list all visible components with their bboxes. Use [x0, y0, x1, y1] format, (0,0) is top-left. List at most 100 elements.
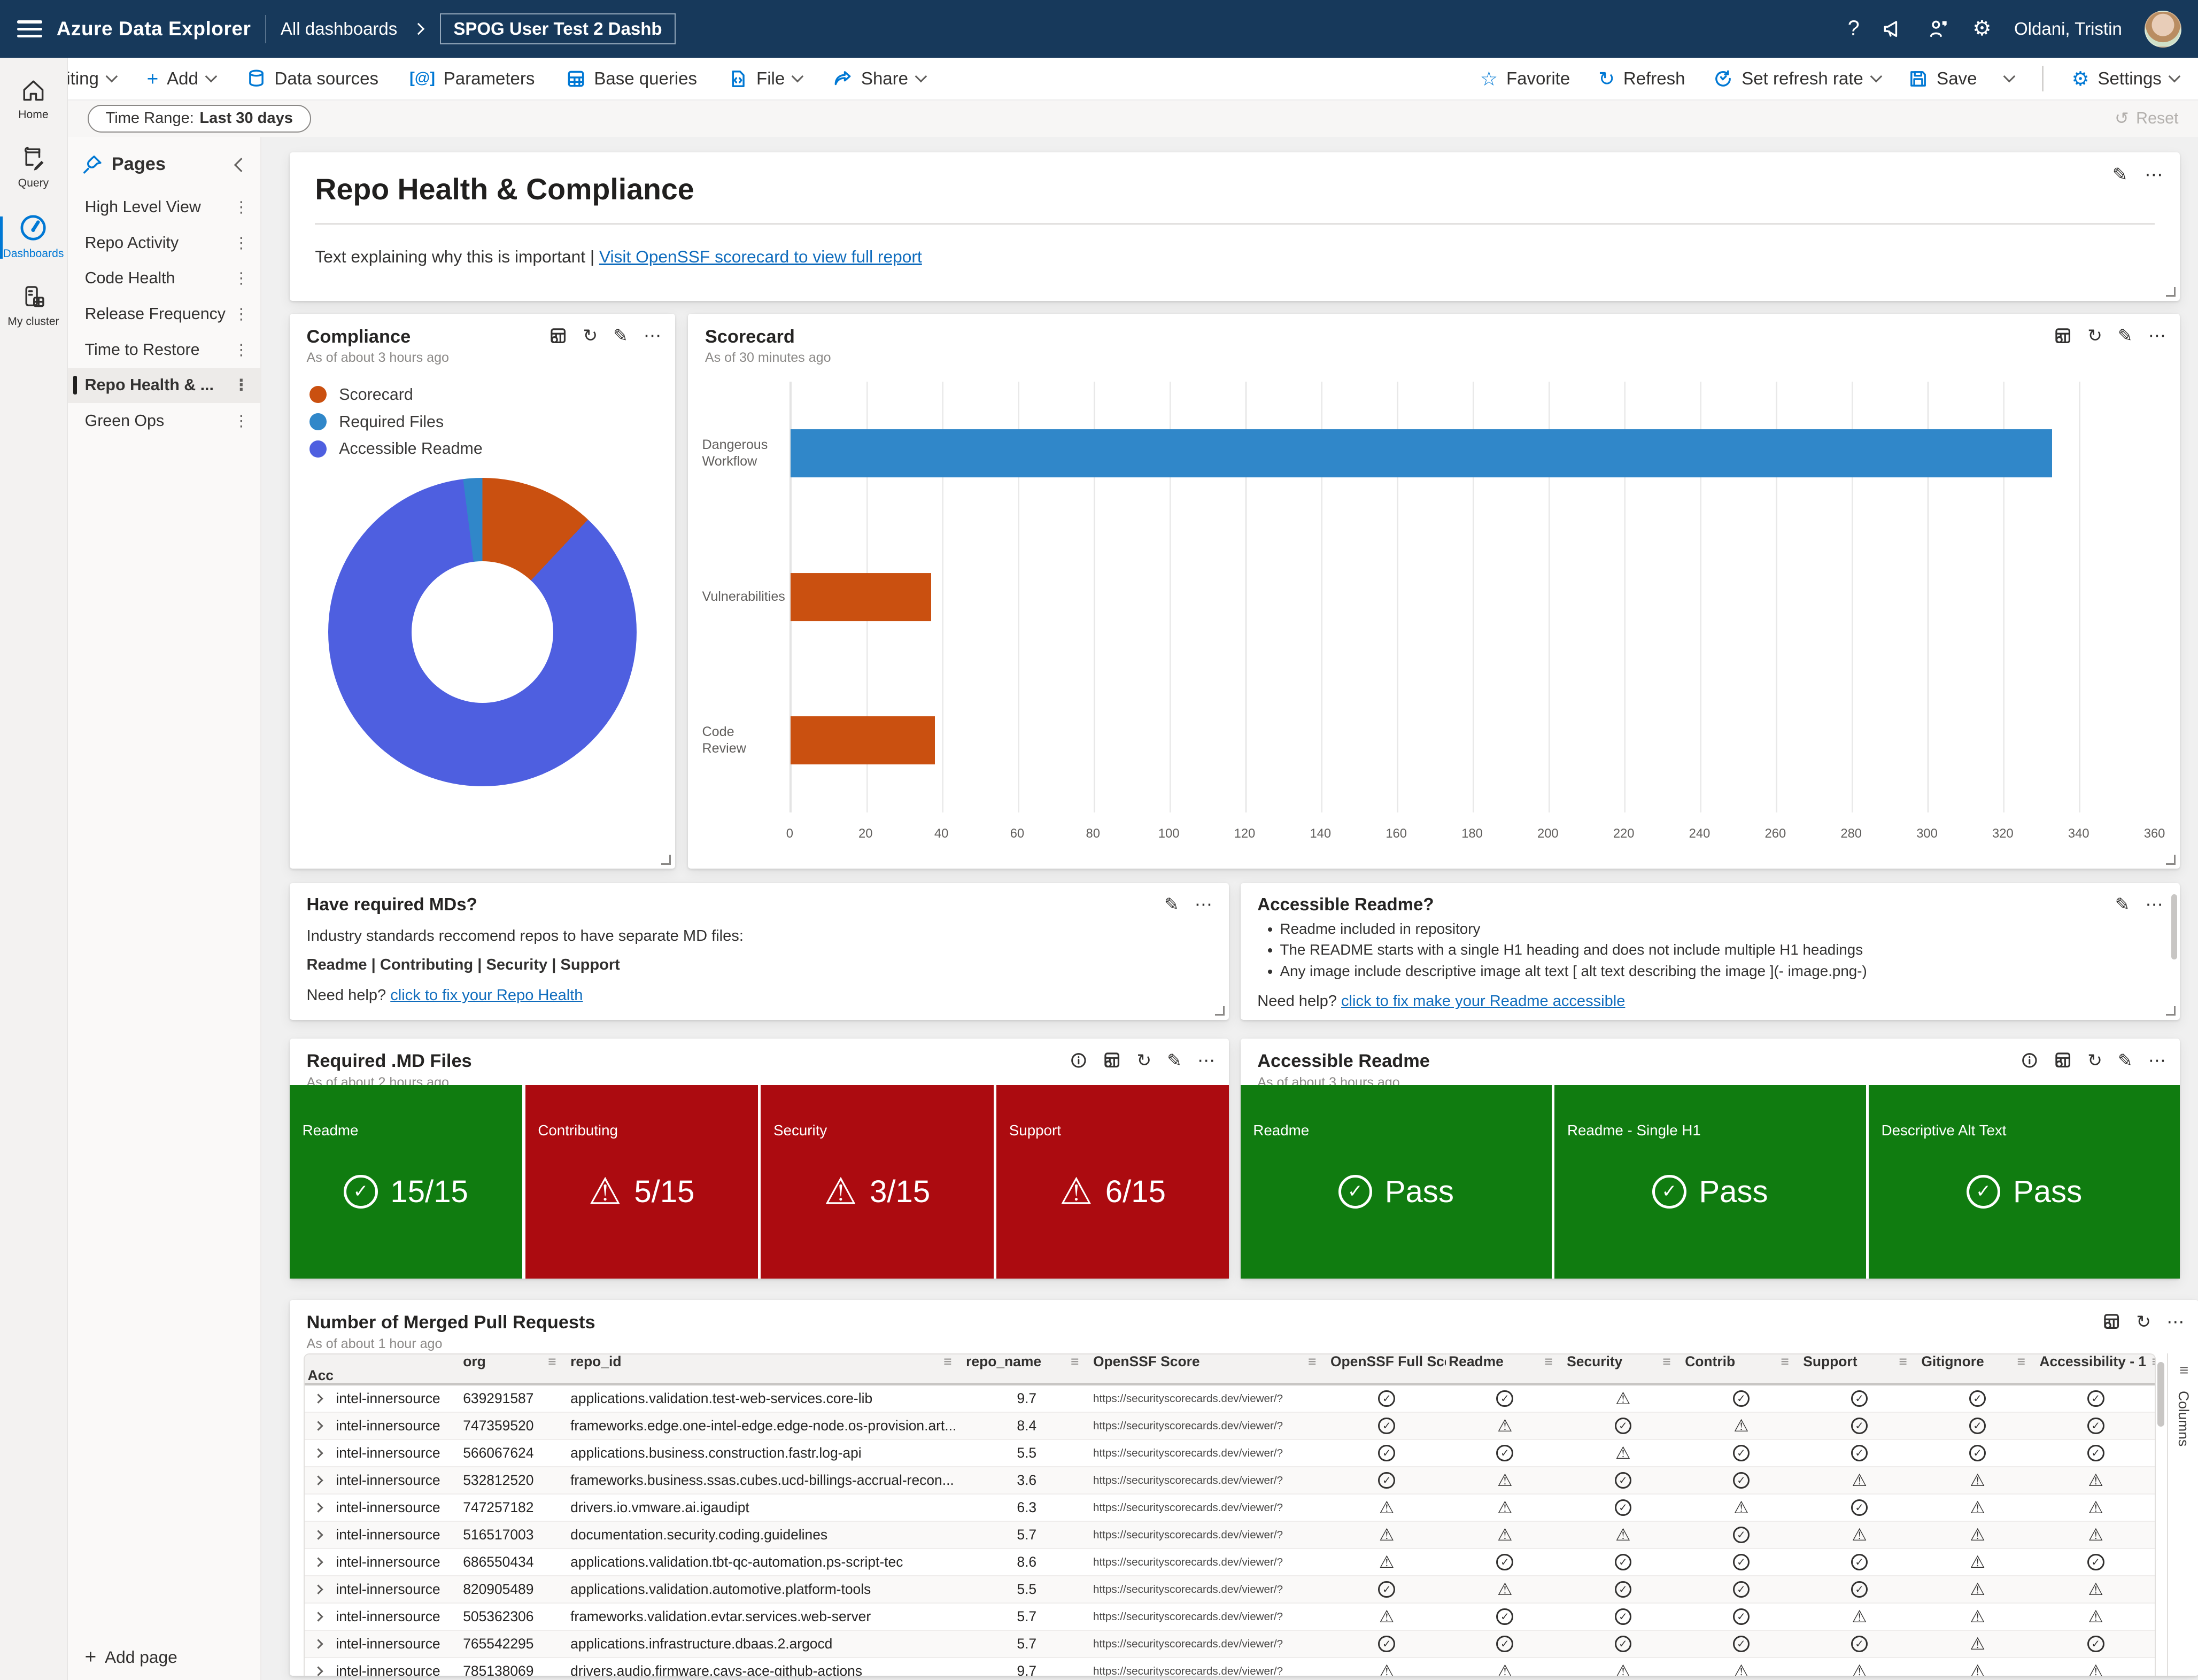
edit-tile-pencil-icon[interactable]: ✎ [1167, 1051, 1182, 1069]
scorecard-url-cell[interactable]: https://securityscorecards.dev/viewer/? [1090, 1665, 1328, 1676]
table-row[interactable]: intel-innersource 505362306 frameworks.v… [305, 1604, 2155, 1631]
resize-handle[interactable] [2166, 1006, 2176, 1016]
save-split-chevron[interactable] [2005, 76, 2014, 81]
compliance-donut-chart[interactable] [328, 478, 636, 786]
scorecard-url-cell[interactable]: https://securityscorecards.dev/viewer/? [1090, 1529, 1328, 1542]
stat-tile[interactable]: Contributing ✓ ⚠ 5/15 [525, 1085, 758, 1279]
kebab-menu-icon[interactable]: ⋮ [234, 305, 249, 323]
stat-tile[interactable]: Support ✓ ⚠ 6/15 [996, 1085, 1229, 1279]
column-header[interactable]: repo_name≡ [963, 1353, 1090, 1370]
column-header[interactable]: OpenSSF Full Scorecard≡ [1328, 1353, 1446, 1370]
save-button[interactable]: Save [1908, 68, 1977, 89]
edit-tile-pencil-icon[interactable]: ✎ [1164, 895, 1179, 913]
column-menu-icon[interactable]: ≡ [2152, 1353, 2155, 1370]
column-header[interactable]: repo_id≡ [568, 1353, 963, 1370]
table-row[interactable]: intel-innersource 686550434 applications… [305, 1549, 2155, 1576]
legend-item[interactable]: Scorecard [309, 385, 676, 404]
stat-tile[interactable]: Readme - Single H1 ✓ ⚠ Pass [1554, 1085, 1866, 1279]
dashboard-name-input[interactable]: SPOG User Test 2 Dashb [440, 13, 676, 44]
kebab-menu-icon[interactable]: ⋮ [234, 234, 249, 252]
resize-handle[interactable] [2166, 855, 2176, 865]
explore-data-icon[interactable] [549, 327, 567, 345]
column-header[interactable]: Readme≡ [1446, 1353, 1564, 1370]
page-item[interactable]: Time to Restore ⋮ [68, 332, 260, 368]
row-expand-chevron-icon[interactable] [313, 1503, 323, 1513]
row-expand-chevron-icon[interactable] [313, 1448, 323, 1458]
file-button[interactable]: File [728, 68, 802, 89]
resize-handle[interactable] [661, 855, 671, 865]
page-item[interactable]: Release Frequency ⋮ [68, 296, 260, 332]
legend-item[interactable]: Accessible Readme [309, 439, 676, 458]
hamburger-menu-icon[interactable] [17, 20, 43, 37]
row-expand-chevron-icon[interactable] [313, 1421, 323, 1431]
row-expand-chevron-icon[interactable] [313, 1639, 323, 1649]
column-header[interactable]: Accessibility - 1≡ [2037, 1353, 2155, 1370]
scorecard-url-cell[interactable]: https://securityscorecards.dev/viewer/? [1090, 1611, 1328, 1623]
page-item[interactable]: Code Health ⋮ [68, 261, 260, 297]
scorecard-url-cell[interactable]: https://securityscorecards.dev/viewer/? [1090, 1447, 1328, 1460]
share-button[interactable]: Share [833, 68, 925, 89]
explore-data-icon[interactable] [2054, 1051, 2072, 1069]
bar[interactable] [791, 573, 931, 621]
scrollbar[interactable] [2171, 894, 2177, 959]
scorecard-url-cell[interactable]: https://securityscorecards.dev/viewer/? [1090, 1474, 1328, 1487]
column-menu-icon[interactable]: ≡ [2017, 1353, 2034, 1370]
explore-data-icon[interactable] [2102, 1312, 2120, 1330]
row-expand-chevron-icon[interactable] [313, 1666, 323, 1675]
table-row[interactable]: intel-innersource 820905489 applications… [305, 1576, 2155, 1604]
tile-more-icon[interactable]: ⋯ [2145, 164, 2163, 185]
rail-item-query[interactable]: Query [0, 137, 67, 199]
fix-readme-link[interactable]: click to fix make your Readme accessible [1341, 993, 1625, 1010]
tile-more-icon[interactable]: ⋯ [644, 327, 661, 344]
column-menu-icon[interactable]: ≡ [1781, 1353, 1797, 1370]
user-feedback-icon[interactable] [1928, 18, 1950, 40]
row-expand-chevron-icon[interactable] [313, 1612, 323, 1622]
row-expand-chevron-icon[interactable] [313, 1557, 323, 1567]
scorecard-url-cell[interactable]: https://securityscorecards.dev/viewer/? [1090, 1501, 1328, 1514]
refresh-tile-icon[interactable]: ↻ [2087, 327, 2102, 344]
table-row[interactable]: intel-innersource 765542295 applications… [305, 1631, 2155, 1658]
page-item[interactable]: Green Ops ⋮ [68, 403, 260, 439]
bar[interactable] [791, 429, 2052, 477]
scorecard-url-cell[interactable]: https://securityscorecards.dev/viewer/? [1090, 1638, 1328, 1651]
row-expand-chevron-icon[interactable] [313, 1475, 323, 1485]
rail-item-dashboards[interactable]: Dashboards [0, 205, 67, 270]
edit-tile-pencil-icon[interactable]: ✎ [2118, 327, 2133, 344]
favorite-button[interactable]: ☆Favorite [1480, 68, 1570, 89]
help-icon[interactable]: ? [1848, 18, 1860, 40]
breadcrumb[interactable]: All dashboards [281, 19, 397, 39]
openssf-report-link[interactable]: Visit OpenSSF scorecard to view full rep… [599, 247, 922, 266]
edit-tile-pencil-icon[interactable]: ✎ [613, 327, 628, 344]
row-expand-chevron-icon[interactable] [313, 1393, 323, 1404]
edit-tile-pencil-icon[interactable]: ✎ [2115, 895, 2130, 913]
tile-more-icon[interactable]: ⋯ [1195, 895, 1212, 913]
fix-repo-health-link[interactable]: click to fix your Repo Health [390, 987, 583, 1004]
column-header[interactable]: Contrib≡ [1682, 1353, 1800, 1370]
stat-tile[interactable]: Security ✓ ⚠ 3/15 [761, 1085, 993, 1279]
explore-data-icon[interactable] [1103, 1051, 1121, 1069]
kebab-menu-icon[interactable]: ⋮ [234, 412, 249, 430]
parameters-button[interactable]: [@]Parameters [409, 68, 535, 89]
table-scrollbar[interactable] [2157, 1362, 2164, 1427]
add-button[interactable]: +Add [147, 68, 215, 89]
explore-data-icon[interactable] [2054, 327, 2072, 345]
stat-tile[interactable]: Readme ✓ ⚠ 15/15 [290, 1085, 522, 1279]
kebab-menu-icon[interactable]: ⋮ [234, 376, 249, 394]
refresh-tile-icon[interactable]: ↻ [2087, 1051, 2102, 1069]
edit-tile-pencil-icon[interactable]: ✎ [2118, 1051, 2133, 1069]
column-header[interactable]: Security≡ [1564, 1353, 1682, 1370]
scorecard-url-cell[interactable]: https://securityscorecards.dev/viewer/? [1090, 1583, 1328, 1596]
bar[interactable] [791, 716, 934, 764]
columns-side-panel[interactable]: ≡ Columns [2167, 1353, 2198, 1676]
table-row[interactable]: intel-innersource 785138069 drivers.audi… [305, 1658, 2155, 1675]
column-menu-icon[interactable]: ≡ [548, 1353, 564, 1370]
table-row[interactable]: intel-innersource 747257182 drivers.io.v… [305, 1495, 2155, 1522]
scorecard-url-cell[interactable]: https://securityscorecards.dev/viewer/? [1090, 1420, 1328, 1433]
reset-button[interactable]: ↻Reset [2115, 109, 2178, 128]
add-page-button[interactable]: + Add page [85, 1646, 177, 1668]
refresh-tile-icon[interactable]: ↻ [1137, 1051, 1152, 1069]
resize-handle[interactable] [1215, 1006, 1225, 1016]
edit-tile-pencil-icon[interactable]: ✎ [2112, 164, 2128, 185]
stat-tile[interactable]: Readme ✓ ⚠ Pass [1241, 1085, 1552, 1279]
tile-more-icon[interactable]: ⋯ [2166, 1313, 2184, 1330]
